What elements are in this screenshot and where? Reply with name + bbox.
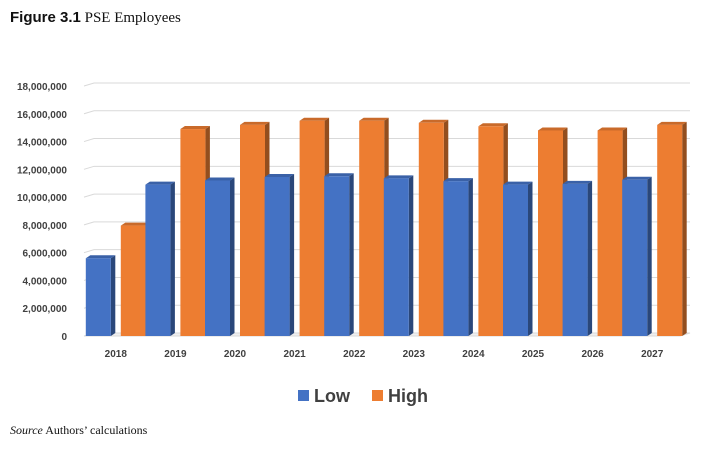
x-tick-label: 2026 — [581, 349, 604, 360]
bar-chart: 0 2,000,000 4,000,000 6,000,000 8,000,000 10,… — [17, 82, 691, 406]
bar-top — [418, 119, 449, 123]
bar-top — [383, 175, 414, 179]
y-axis-tick-labels: 0 2,000,000 4,000,000 6,000,000 8,000,000 10,… — [17, 82, 68, 343]
bar-high-2023 — [418, 122, 444, 336]
bar-high-2025 — [538, 130, 563, 336]
bar-top — [359, 117, 389, 121]
bar-low-2026 — [562, 183, 588, 336]
legend-swatch-high — [372, 390, 383, 401]
x-tick-label: 2021 — [283, 349, 306, 360]
y-tick-label: 0 — [61, 332, 67, 343]
y-tick-label: 16,000,000 — [17, 110, 67, 121]
source-text: Authors’ calculations — [45, 423, 148, 437]
bar-top — [443, 178, 473, 182]
bar-top — [503, 181, 533, 185]
y-tick-label: 12,000,000 — [17, 165, 67, 176]
legend-swatch-low — [298, 390, 309, 401]
bar-high-2018 — [120, 225, 146, 336]
bar-side — [587, 180, 593, 336]
legend: Low High — [298, 386, 428, 406]
x-tick-label: 2024 — [462, 349, 485, 360]
bar-top — [299, 117, 330, 121]
x-tick-label: 2022 — [343, 349, 366, 360]
y-tick-label: 14,000,000 — [17, 138, 67, 149]
y-tick-label: 18,000,000 — [17, 82, 67, 93]
bar-high-2027 — [657, 124, 683, 336]
bars — [85, 117, 687, 337]
y-tick-label: 2,000,000 — [23, 304, 68, 315]
figure-name: PSE Employees — [84, 10, 181, 26]
x-tick-label: 2027 — [641, 349, 664, 360]
bar-high-2026 — [597, 130, 623, 336]
bar-top — [180, 126, 210, 130]
bar-side — [170, 181, 175, 336]
bar-high-2019 — [180, 129, 206, 336]
bar-low-2023 — [383, 178, 409, 336]
bar-top — [240, 121, 270, 125]
source-note: Source Authors’ calculations — [10, 423, 147, 438]
bar-side — [230, 177, 235, 336]
bar-side — [110, 255, 116, 336]
legend-label-low: Low — [314, 386, 351, 406]
bar-low-2021 — [264, 176, 290, 336]
bar-top — [657, 121, 687, 125]
x-tick-label: 2018 — [105, 349, 128, 360]
bar-side — [682, 121, 687, 336]
legend-label-high: High — [388, 386, 428, 406]
gridline — [83, 82, 690, 87]
bar-top — [264, 173, 295, 177]
y-tick-label: 6,000,000 — [23, 249, 68, 260]
bar-high-2024 — [478, 126, 504, 337]
bar-low-2025 — [503, 184, 528, 336]
gridline — [83, 110, 690, 115]
x-tick-label: 2020 — [224, 349, 247, 360]
x-axis-tick-labels: 2018 2019 2020 2021 2022 2023 2024 2025 2026 2027 — [105, 349, 664, 360]
bar-low-2027 — [622, 179, 648, 336]
x-tick-label: 2023 — [403, 349, 426, 360]
bar-side — [289, 173, 295, 336]
bar-top — [622, 176, 652, 180]
bar-top — [538, 127, 568, 131]
bar-top — [85, 255, 116, 259]
bar-low-2020 — [205, 180, 230, 336]
x-tick-label: 2025 — [522, 349, 545, 360]
bar-side — [528, 181, 533, 336]
bar-low-2019 — [145, 184, 171, 336]
bar-high-2021 — [299, 120, 325, 336]
bar-top — [145, 181, 175, 185]
bar-side — [408, 175, 414, 336]
bar-top — [120, 222, 151, 226]
bar-top — [562, 180, 593, 184]
figure-title: Figure 3.1 PSE Employees — [10, 9, 181, 27]
bar-high-2022 — [359, 120, 385, 336]
bar-side — [468, 178, 473, 336]
bar-low-2018 — [85, 258, 111, 336]
y-tick-label: 10,000,000 — [17, 193, 67, 204]
bar-low-2022 — [324, 176, 350, 336]
figure-label: Figure 3.1 — [10, 9, 81, 26]
bar-low-2024 — [443, 181, 469, 336]
source-label: Source — [10, 423, 43, 437]
bar-high-2020 — [240, 124, 265, 336]
bar-side — [647, 176, 652, 336]
y-tick-label: 4,000,000 — [23, 276, 68, 287]
bar-top — [324, 173, 354, 177]
bar-top — [478, 123, 508, 127]
x-tick-label: 2019 — [164, 349, 187, 360]
bar-top — [597, 127, 628, 131]
bar-side — [349, 173, 354, 336]
bar-top — [205, 177, 235, 181]
y-tick-label: 8,000,000 — [23, 221, 68, 232]
